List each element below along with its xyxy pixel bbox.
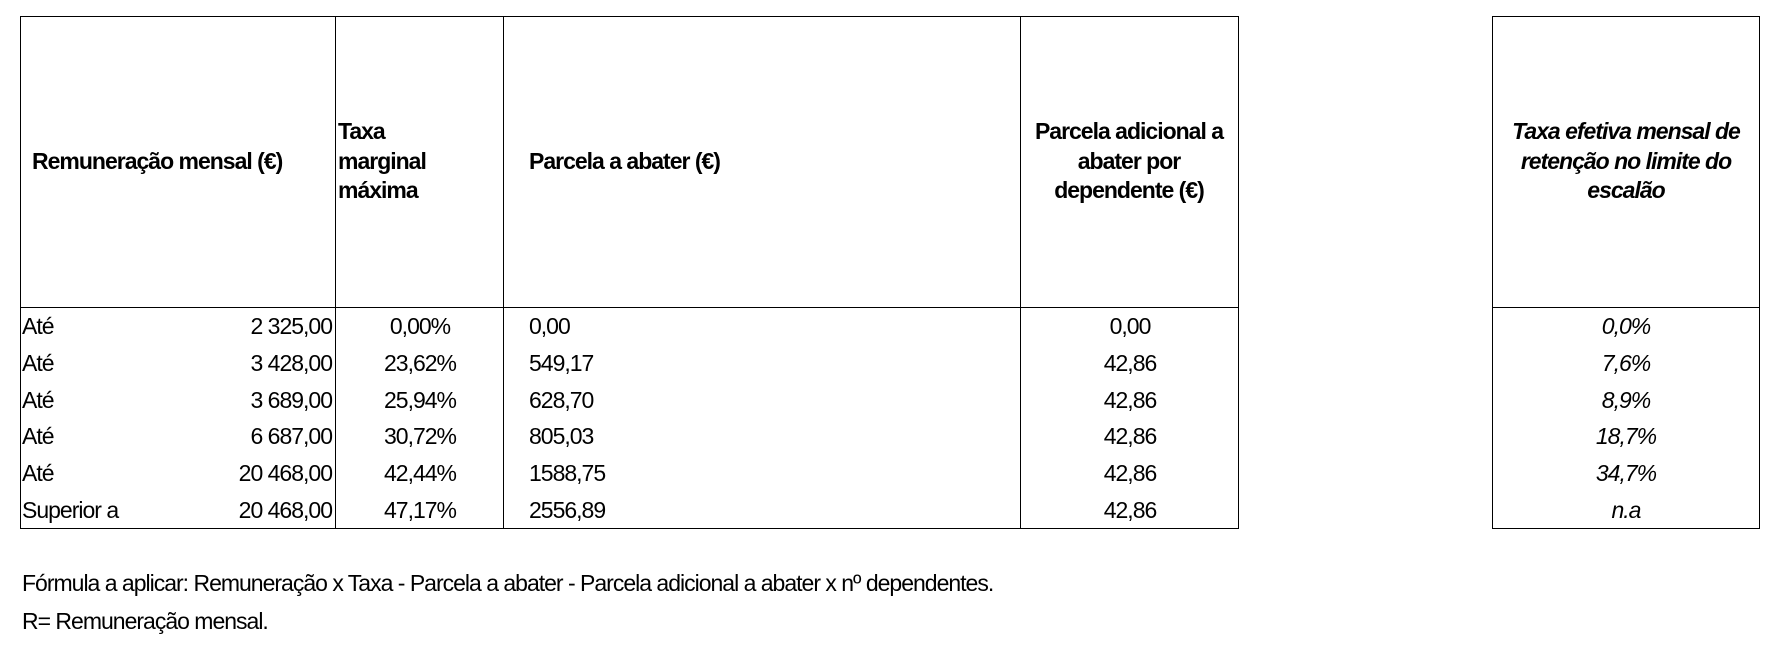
- main-table-border: [20, 16, 1239, 529]
- header-cell: Parcela adicional a abater por dependent…: [1034, 117, 1224, 204]
- row-label: Até: [22, 460, 55, 487]
- dependent-deduction: 42,86: [1103, 496, 1158, 523]
- deduction: 0,00: [529, 313, 571, 340]
- column-line: [1020, 16, 1021, 529]
- effective-rate: 7,6%: [1601, 350, 1651, 377]
- rate: 30,72%: [383, 423, 457, 450]
- note: R= Remuneração mensal.: [22, 608, 269, 635]
- deduction: 549,17: [529, 350, 594, 377]
- header-line: [1492, 307, 1760, 308]
- dependent-deduction: 42,86: [1103, 460, 1158, 487]
- deduction: 628,70: [529, 386, 594, 413]
- amount: 3 689,00: [250, 386, 333, 413]
- amount: 20 468,00: [238, 460, 333, 487]
- row-label: Até: [22, 313, 55, 340]
- row-label: Superior a: [22, 496, 119, 523]
- column-line: [503, 16, 504, 529]
- dependent-deduction: 42,86: [1103, 350, 1158, 377]
- rate: 23,62%: [383, 350, 457, 377]
- row-label: Até: [22, 386, 55, 413]
- header-cell hdr: Remuneração mensal (€): [32, 147, 283, 174]
- rate: 0,00%: [389, 313, 451, 340]
- rate: 42,44%: [383, 460, 457, 487]
- header-line: [20, 307, 1239, 308]
- deduction: 2556,89: [529, 496, 606, 523]
- effective-rate: 0,0%: [1601, 313, 1651, 340]
- amount: 2 325,00: [250, 313, 333, 340]
- amount: 3 428,00: [250, 350, 333, 377]
- dependent-deduction: 42,86: [1103, 386, 1158, 413]
- header-cell: Taxa marginal máxima: [338, 117, 427, 204]
- effective-rate: n.a: [1611, 496, 1642, 523]
- row-label: Até: [22, 423, 55, 450]
- effective-rate: 18,7%: [1595, 423, 1657, 450]
- rate: 25,94%: [383, 386, 457, 413]
- dependent-deduction: 42,86: [1103, 423, 1158, 450]
- row-label: Até: [22, 350, 55, 377]
- deduction: 1588,75: [529, 460, 606, 487]
- header-cell: Parcela a abater (€): [529, 147, 721, 174]
- column-line: [335, 16, 336, 529]
- effective-table-border: [1492, 16, 1760, 529]
- rate: 47,17%: [383, 496, 457, 523]
- dependent-deduction: 0,00: [1109, 313, 1152, 340]
- effective-rate: 8,9%: [1601, 386, 1651, 413]
- header-cell: Taxa efetiva mensal de retenção no limit…: [1512, 117, 1741, 204]
- amount: 20 468,00: [238, 496, 333, 523]
- effective-rate: 34,7%: [1595, 460, 1657, 487]
- note: Fórmula a aplicar: Remuneração x Taxa - …: [22, 570, 994, 597]
- deduction: 805,03: [529, 423, 594, 450]
- amount: 6 687,00: [250, 423, 333, 450]
